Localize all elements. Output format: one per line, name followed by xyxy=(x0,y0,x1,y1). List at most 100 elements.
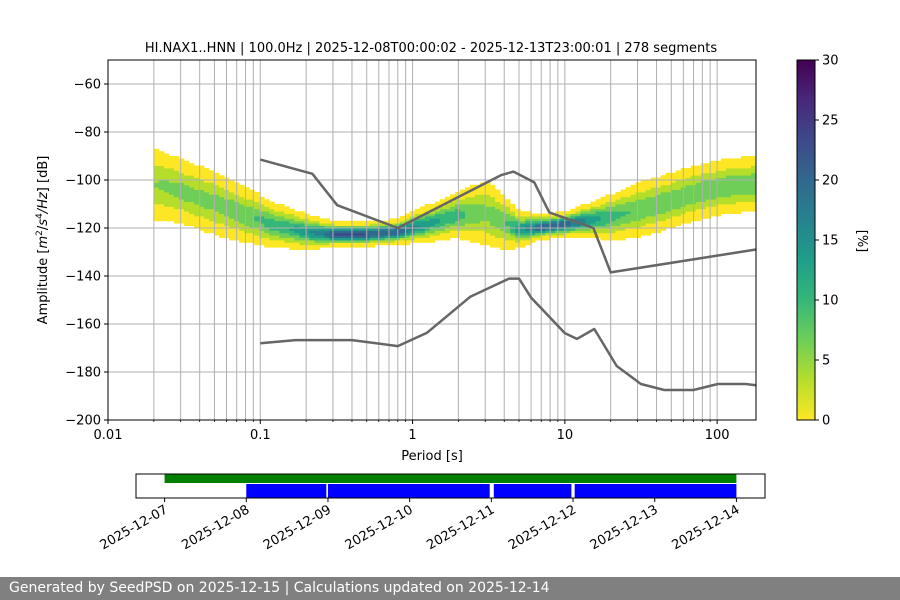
heatmap-cell xyxy=(485,223,491,226)
heatmap-cell xyxy=(570,211,576,214)
heatmap-cell xyxy=(595,235,601,238)
heatmap-cell xyxy=(274,230,280,234)
heatmap-cell xyxy=(204,187,210,190)
heatmap-cell xyxy=(525,218,531,222)
heatmap-cell xyxy=(374,223,381,226)
heatmap-cell xyxy=(309,218,315,222)
heatmap-cell xyxy=(188,182,195,186)
heatmap-cell xyxy=(314,230,320,234)
heatmap-cell xyxy=(454,235,461,238)
heatmap-cell xyxy=(163,204,170,207)
heatmap-cell xyxy=(158,194,165,198)
heatmap-cell xyxy=(173,199,180,202)
heatmap-cell xyxy=(595,220,601,224)
heatmap-cell xyxy=(620,232,626,236)
heatmap-cell xyxy=(183,160,190,164)
heatmap-cell xyxy=(369,225,376,229)
heatmap-cell xyxy=(730,175,737,178)
heatmap-cell xyxy=(419,220,426,224)
heatmap-cell xyxy=(344,237,350,241)
heatmap-cell xyxy=(725,175,732,178)
heatmap-cell xyxy=(550,218,556,222)
heatmap-cell xyxy=(188,201,195,205)
heatmap-cell xyxy=(304,213,310,217)
heatmap-cell xyxy=(710,182,717,186)
heatmap-cell xyxy=(480,194,486,198)
heatmap-cell xyxy=(510,240,516,243)
heatmap-cell xyxy=(193,170,200,174)
heatmap-cell xyxy=(389,230,396,234)
heatmap-cell xyxy=(685,177,692,181)
heatmap-cell xyxy=(685,220,692,224)
heatmap-cell xyxy=(279,225,285,229)
heatmap-cell xyxy=(675,211,682,214)
y-axis-label: Amplitude [m2/s4/Hz] [dB] xyxy=(35,156,51,325)
heatmap-cell xyxy=(620,211,626,214)
heatmap-cell xyxy=(645,204,652,207)
heatmap-cell xyxy=(244,206,250,210)
heatmap-cell xyxy=(735,187,742,190)
heatmap-cell xyxy=(745,184,752,188)
heatmap-cell xyxy=(675,170,682,174)
heatmap-cell xyxy=(354,220,360,224)
heatmap-cell xyxy=(324,235,330,238)
heatmap-cell xyxy=(675,180,682,183)
heatmap-cell xyxy=(595,230,601,234)
heatmap-cell xyxy=(319,244,325,248)
heatmap-cell xyxy=(615,228,621,231)
heatmap-cell xyxy=(700,216,707,219)
heatmap-cell xyxy=(480,184,486,188)
heatmap-cell xyxy=(168,182,175,186)
heatmap-cell xyxy=(640,187,647,190)
heatmap-cell xyxy=(294,211,300,214)
heatmap-cell xyxy=(500,201,506,205)
heatmap-cell xyxy=(485,192,491,195)
heatmap-cell xyxy=(545,228,551,231)
heatmap-cell xyxy=(570,213,576,217)
heatmap-cell xyxy=(560,232,566,236)
heatmap-cell xyxy=(530,230,536,234)
heatmap-cell xyxy=(610,223,616,226)
heatmap-cell xyxy=(168,201,175,205)
heatmap-cell xyxy=(710,196,717,200)
heatmap-cell xyxy=(264,230,270,234)
heatmap-cell xyxy=(705,194,712,198)
heatmap-cell xyxy=(454,223,461,226)
heatmap-cell xyxy=(720,158,727,162)
heatmap-cell xyxy=(374,225,381,229)
heatmap-cell xyxy=(419,230,426,234)
heatmap-cell xyxy=(254,220,260,224)
heatmap-cell xyxy=(279,232,285,236)
heatmap-cell xyxy=(505,199,511,202)
heatmap-cell xyxy=(294,240,300,243)
heatmap-cell xyxy=(720,192,727,195)
heatmap-cell xyxy=(645,206,652,210)
heatmap-cell xyxy=(188,192,195,195)
heatmap-cell xyxy=(444,204,451,207)
heatmap-cell xyxy=(294,216,300,219)
heatmap-cell xyxy=(725,182,732,186)
heatmap-cell xyxy=(540,216,546,219)
heatmap-cell xyxy=(500,204,506,207)
heatmap-cell xyxy=(173,187,180,190)
heatmap-cell xyxy=(354,225,360,229)
heatmap-cell xyxy=(264,220,270,224)
heatmap-cell xyxy=(173,172,180,176)
heatmap-cell xyxy=(163,172,170,176)
heatmap-cell xyxy=(329,242,335,246)
heatmap-cell xyxy=(660,182,667,186)
heatmap-cell xyxy=(249,216,255,219)
heatmap-cell xyxy=(474,230,481,234)
heatmap-cell xyxy=(339,223,345,226)
heatmap-cell xyxy=(610,213,616,217)
heatmap-cell xyxy=(695,189,702,193)
heatmap-cell xyxy=(324,240,330,243)
heatmap-cell xyxy=(740,182,747,186)
heatmap-cell xyxy=(289,218,295,222)
heatmap-cell xyxy=(274,223,280,226)
heatmap-cell xyxy=(620,228,626,231)
heatmap-cell xyxy=(459,196,466,200)
heatmap-cell xyxy=(625,194,631,198)
heatmap-cell xyxy=(500,230,506,234)
heatmap-cell xyxy=(459,216,466,219)
